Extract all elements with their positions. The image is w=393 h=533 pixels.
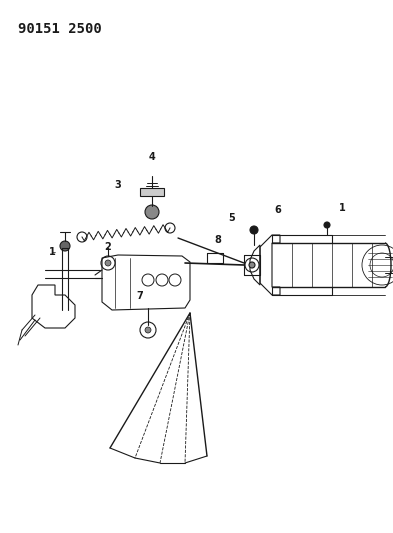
Circle shape [60, 241, 70, 251]
Text: 1: 1 [49, 247, 55, 257]
Text: 90151 2500: 90151 2500 [18, 22, 102, 36]
Circle shape [105, 260, 111, 266]
Text: 7: 7 [137, 291, 143, 301]
Circle shape [250, 226, 258, 234]
Polygon shape [140, 188, 164, 196]
Text: 4: 4 [149, 152, 155, 162]
Text: 3: 3 [115, 180, 121, 190]
Text: 8: 8 [215, 235, 221, 245]
Circle shape [324, 222, 330, 228]
Circle shape [249, 262, 255, 268]
Circle shape [145, 327, 151, 333]
Text: 2: 2 [105, 242, 111, 252]
Circle shape [145, 205, 159, 219]
Text: 6: 6 [275, 205, 281, 215]
Text: 1: 1 [339, 203, 345, 213]
Text: 5: 5 [229, 213, 235, 223]
